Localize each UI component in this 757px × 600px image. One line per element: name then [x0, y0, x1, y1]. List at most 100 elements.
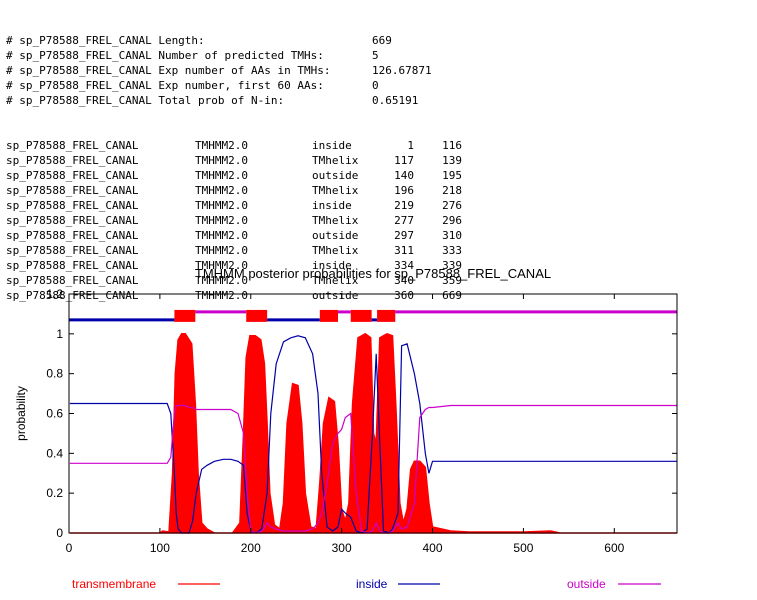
topology-tmhelix — [350, 309, 372, 322]
y-axis-label: probability — [14, 386, 28, 441]
y-tick-label: 0.2 — [46, 486, 63, 500]
cell-start: 219 — [394, 199, 414, 212]
series-inside-line — [69, 335, 677, 534]
chart-title: TMHMM posterior probabilities for sp_P78… — [195, 266, 551, 281]
cell-start: 297 — [394, 229, 414, 242]
cell-seq: sp_P78588_FREL_CANAL — [6, 169, 139, 182]
header-label: # sp_P78588_FREL_CANAL Exp number, first… — [6, 79, 324, 92]
report-rows: sp_P78588_FREL_CANAL TMHMM2.0 inside 1 116 sp… — [6, 138, 462, 303]
cell-tool: TMHMM2.0 — [195, 184, 248, 197]
cell-start: 140 — [394, 169, 414, 182]
x-tick-label: 400 — [423, 541, 443, 555]
cell-end: 310 — [442, 229, 462, 242]
x-tick-label: 500 — [513, 541, 533, 555]
header-value: 5 — [372, 49, 379, 62]
series-outside-line — [69, 404, 677, 534]
topology-tmhelix — [319, 309, 339, 322]
cell-end: 296 — [442, 214, 462, 227]
y-tick-label: 0.8 — [46, 367, 63, 381]
cell-start: 334 — [394, 259, 414, 272]
table-row: sp_P78588_FREL_CANAL TMHMM2.0 outside 360 66… — [6, 288, 462, 303]
cell-start: 1 — [407, 139, 414, 152]
table-row: sp_P78588_FREL_CANAL TMHMM2.0 inside 219 276 — [6, 198, 462, 213]
cell-seq: sp_P78588_FREL_CANAL — [6, 139, 139, 152]
x-tick-label: 100 — [150, 541, 170, 555]
cell-start: 117 — [394, 154, 414, 167]
tmhmm-report: # sp_P78588_FREL_CANAL Length: 669 # sp_P7… — [6, 3, 462, 318]
x-tick-label: 0 — [66, 541, 73, 555]
cell-type: inside — [312, 199, 352, 212]
cell-type: inside — [312, 259, 352, 272]
y-tick-label: 1 — [56, 327, 63, 341]
cell-end: 339 — [442, 259, 462, 272]
cell-start: 196 — [394, 184, 414, 197]
cell-tool: TMHMM2.0 — [195, 244, 248, 257]
cell-start: 340 — [394, 274, 414, 287]
cell-tool: TMHMM2.0 — [195, 214, 248, 227]
cell-type: TMhelix — [312, 274, 359, 287]
table-row: sp_P78588_FREL_CANAL TMHMM2.0 outside 140 19… — [6, 168, 462, 183]
y-tick-label: 0 — [56, 526, 63, 540]
cell-end: 276 — [442, 199, 462, 212]
table-row: sp_P78588_FREL_CANAL TMHMM2.0 TMhelix 196 21… — [6, 183, 462, 198]
cell-type: TMhelix — [312, 244, 359, 257]
cell-end: 139 — [442, 154, 462, 167]
y-tick-label: 1.2 — [46, 287, 63, 301]
cell-seq: sp_P78588_FREL_CANAL — [6, 184, 139, 197]
cell-tool: TMHMM2.0 — [195, 229, 248, 242]
table-row: sp_P78588_FREL_CANAL TMHMM2.0 outside 297 31… — [6, 228, 462, 243]
header-label: # sp_P78588_FREL_CANAL Total prob of N-i… — [6, 94, 285, 107]
header-line: # sp_P78588_FREL_CANAL Length: 669 — [6, 33, 462, 48]
table-row: sp_P78588_FREL_CANAL TMHMM2.0 TMhelix 311 33… — [6, 243, 462, 258]
x-tick-label: 600 — [604, 541, 624, 555]
header-value: 0 — [372, 79, 379, 92]
cell-end: 195 — [442, 169, 462, 182]
cell-start: 360 — [394, 289, 414, 302]
header-line: # sp_P78588_FREL_CANAL Total prob of N-i… — [6, 93, 462, 108]
cell-end: 218 — [442, 184, 462, 197]
header-value: 669 — [372, 34, 392, 47]
y-tick-label: 0.4 — [46, 446, 63, 460]
topology-tmhelix — [246, 309, 268, 322]
x-tick-label: 200 — [241, 541, 261, 555]
cell-seq: sp_P78588_FREL_CANAL — [6, 244, 139, 257]
legend-label: outside — [567, 577, 606, 591]
legend-label: transmembrane — [72, 577, 156, 591]
x-tick-label: 300 — [332, 541, 352, 555]
cell-type: outside — [312, 169, 359, 182]
table-row: sp_P78588_FREL_CANAL TMHMM2.0 inside 1 116 — [6, 138, 462, 153]
report-header: # sp_P78588_FREL_CANAL Length: 669 # sp_P7… — [6, 33, 462, 108]
header-label: # sp_P78588_FREL_CANAL Exp number of AAs… — [6, 64, 331, 77]
y-tick-label: 0.6 — [46, 407, 63, 421]
series-transmembrane-area — [69, 332, 677, 534]
cell-tool: TMHMM2.0 — [195, 169, 248, 182]
cell-type: inside — [312, 139, 352, 152]
table-row: sp_P78588_FREL_CANAL TMHMM2.0 TMhelix 340 35… — [6, 273, 462, 288]
cell-end: 333 — [442, 244, 462, 257]
header-value: 0.65191 — [372, 94, 419, 107]
topology-tmhelix — [174, 309, 196, 322]
cell-seq: sp_P78588_FREL_CANAL — [6, 259, 139, 272]
table-row: sp_P78588_FREL_CANAL TMHMM2.0 TMhelix 117 13… — [6, 153, 462, 168]
header-label: # sp_P78588_FREL_CANAL Number of predict… — [6, 49, 324, 62]
cell-tool: TMHMM2.0 — [195, 199, 248, 212]
cell-seq: sp_P78588_FREL_CANAL — [6, 229, 139, 242]
header-line: # sp_P78588_FREL_CANAL Number of predict… — [6, 48, 462, 63]
cell-tool: TMHMM2.0 — [195, 139, 248, 152]
table-row: sp_P78588_FREL_CANAL TMHMM2.0 TMhelix 277 29… — [6, 213, 462, 228]
header-value: 126.67871 — [372, 64, 432, 77]
table-row: sp_P78588_FREL_CANAL TMHMM2.0 inside 334 339 — [6, 258, 462, 273]
cell-tool: TMHMM2.0 — [195, 289, 248, 302]
topology-tmhelix — [377, 309, 396, 322]
cell-type: TMhelix — [312, 214, 359, 227]
cell-seq: sp_P78588_FREL_CANAL — [6, 274, 139, 287]
header-line: # sp_P78588_FREL_CANAL Exp number of AAs… — [6, 63, 462, 78]
cell-type: TMhelix — [312, 154, 359, 167]
cell-tool: TMHMM2.0 — [195, 154, 248, 167]
cell-start: 311 — [394, 244, 414, 257]
cell-start: 277 — [394, 214, 414, 227]
cell-seq: sp_P78588_FREL_CANAL — [6, 154, 139, 167]
cell-seq: sp_P78588_FREL_CANAL — [6, 199, 139, 212]
cell-end: 359 — [442, 274, 462, 287]
